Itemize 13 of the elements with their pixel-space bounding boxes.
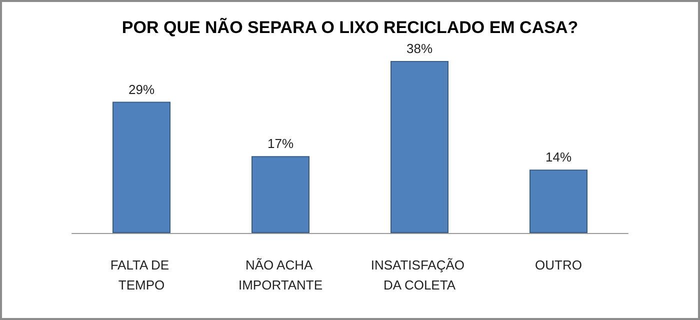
bar	[252, 156, 310, 233]
bar	[530, 170, 588, 233]
bar	[112, 102, 170, 233]
data-label: 14%	[545, 150, 572, 165]
x-tick-label: NÃO ACHA IMPORTANTE	[238, 258, 323, 292]
bar	[390, 61, 448, 233]
x-tick-label: FALTA DE TEMPO	[110, 258, 173, 292]
data-label: 38%	[406, 41, 433, 56]
chart-title: POR QUE NÃO SEPARA O LIXO RECICLADO EM CASA?	[122, 17, 578, 37]
data-label: 29%	[128, 82, 155, 97]
data-label: 17%	[267, 136, 294, 152]
x-tick-label: INSATISFAÇÃO DA COLETA	[370, 258, 468, 292]
x-tick-label: OUTRO	[535, 258, 582, 272]
